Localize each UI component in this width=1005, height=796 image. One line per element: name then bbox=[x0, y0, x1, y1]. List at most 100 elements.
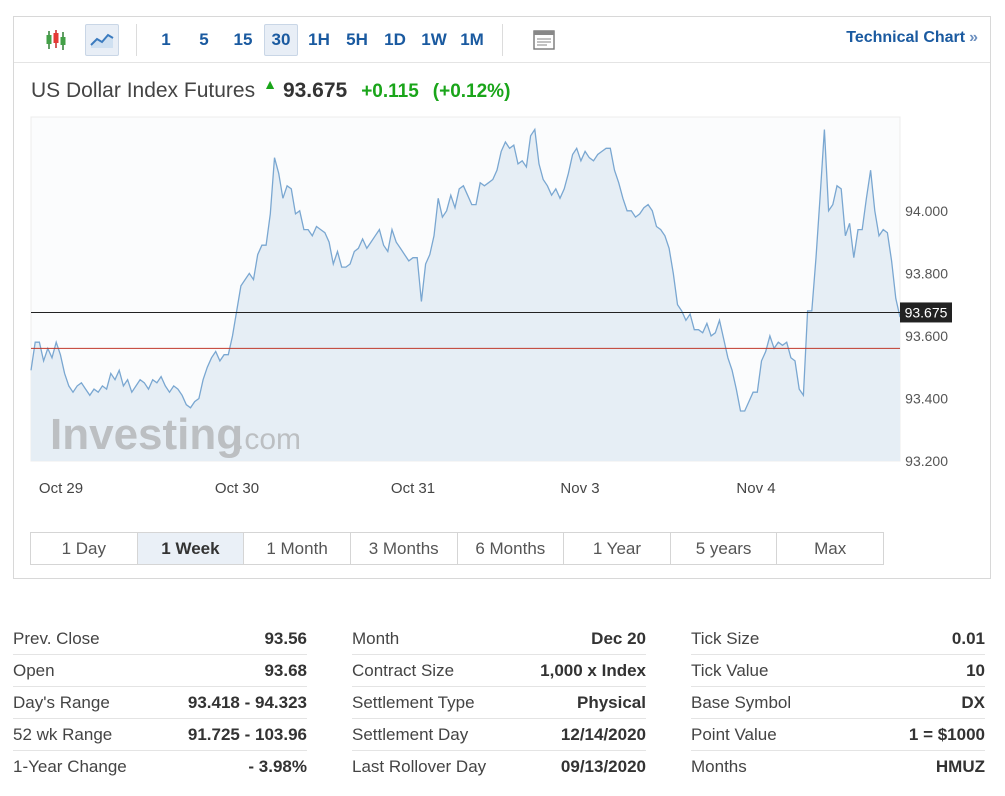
stat-label: Tick Value bbox=[691, 660, 769, 680]
watermark-suffix: .com bbox=[236, 423, 301, 456]
chart-toolbar: 1 5 15 30 1H 5H 1D 1W 1M Technical Chart» bbox=[14, 17, 990, 63]
stat-label: Last Rollover Day bbox=[352, 757, 487, 776]
interval-button-5[interactable]: 5 bbox=[199, 30, 209, 49]
x-tick-label: Oct 29 bbox=[39, 480, 83, 497]
stat-row: 1-Year Change - 3.98% bbox=[13, 751, 307, 783]
stat-label: Month bbox=[352, 628, 400, 648]
price-chart[interactable]: Investing .com 94.000 93.800 93.600 93.400 9… bbox=[14, 17, 990, 517]
range-1-month[interactable]: 1 Month bbox=[244, 533, 351, 564]
up-arrow-icon: ▲ bbox=[263, 76, 277, 92]
x-tick-label: Nov 4 bbox=[736, 480, 775, 497]
x-tick-label: Nov 3 bbox=[560, 480, 599, 497]
interval-button-1d[interactable]: 1D bbox=[384, 30, 406, 49]
stats-column: Prev. Close 93.56 Open 93.68 Day's Range 93.4… bbox=[13, 623, 307, 783]
table-view-icon[interactable] bbox=[528, 24, 560, 56]
instrument-header: US Dollar Index Futures ▲ 93.675 +0.115 … bbox=[31, 76, 511, 107]
stat-value: DX bbox=[961, 692, 985, 712]
stat-label: Open bbox=[13, 660, 55, 680]
interval-button-5h[interactable]: 5H bbox=[346, 30, 368, 49]
stat-label: Contract Size bbox=[352, 660, 455, 680]
toolbar-separator bbox=[136, 24, 137, 56]
range-1-year[interactable]: 1 Year bbox=[564, 533, 671, 564]
stat-value: 0.01 bbox=[951, 628, 985, 648]
stat-row: Month Dec 20 bbox=[352, 623, 646, 655]
stat-row: Contract Size 1,000 x Index bbox=[352, 655, 646, 687]
stat-value: 09/13/2020 bbox=[560, 757, 646, 776]
stat-value: 1 = $1000 bbox=[908, 724, 985, 744]
stat-label: Prev. Close bbox=[13, 628, 100, 648]
stat-label: Settlement Day bbox=[352, 724, 469, 744]
y-tick-label: 93.400 bbox=[905, 390, 948, 406]
x-tick-label: Oct 31 bbox=[391, 480, 435, 497]
stat-value: 91.725 - 103.96 bbox=[187, 724, 307, 744]
stat-value: 12/14/2020 bbox=[560, 724, 646, 744]
y-tick-label: 93.600 bbox=[905, 328, 948, 344]
technical-chart-label: Technical Chart bbox=[846, 29, 966, 46]
stat-value: 93.68 bbox=[264, 660, 307, 680]
stat-value: 93.418 - 94.323 bbox=[187, 692, 307, 712]
price-change-percent: (+0.12%) bbox=[432, 81, 511, 102]
range-max[interactable]: Max bbox=[814, 538, 847, 558]
toolbar-separator bbox=[502, 24, 503, 56]
stat-value: 10 bbox=[966, 660, 985, 680]
interval-button-1h[interactable]: 1H bbox=[308, 30, 330, 49]
interval-button-30[interactable]: 30 bbox=[264, 24, 298, 56]
time-range-selector: 1 Day 1 Week 1 Month 3 Months 6 Months 1 Year… bbox=[30, 532, 884, 565]
watermark-brand: Investing bbox=[50, 410, 243, 459]
y-tick-label: 94.000 bbox=[905, 203, 948, 219]
range-1-week[interactable]: 1 Week bbox=[137, 533, 245, 564]
stat-row: Tick Value 10 bbox=[691, 655, 985, 687]
stat-label: Base Symbol bbox=[691, 692, 792, 712]
stat-label: 52 wk Range bbox=[13, 724, 113, 744]
x-tick-label: Oct 30 bbox=[215, 480, 259, 497]
stat-value: - 3.98% bbox=[248, 757, 307, 776]
stat-row: Day's Range 93.418 - 94.323 bbox=[13, 687, 307, 719]
line-chart-icon[interactable] bbox=[85, 24, 119, 56]
stat-row: Months HMUZ bbox=[691, 751, 985, 783]
stat-label: Tick Size bbox=[691, 628, 760, 648]
chart-panel: 1 5 15 30 1H 5H 1D 1W 1M Technical Chart» US Dol… bbox=[13, 16, 991, 579]
interval-button-1w[interactable]: 1W bbox=[421, 30, 447, 49]
interval-button-1m[interactable]: 1M bbox=[460, 30, 484, 49]
stat-label: Months bbox=[691, 757, 747, 776]
range-3-months[interactable]: 3 Months bbox=[351, 533, 458, 564]
last-price: 93.675 bbox=[282, 79, 348, 102]
last-price-tag bbox=[900, 302, 952, 323]
stat-label: Point Value bbox=[691, 724, 777, 744]
series-line bbox=[30, 127, 901, 412]
stat-row: Base Symbol DX bbox=[691, 687, 985, 719]
stat-value: 93.56 bbox=[264, 628, 307, 648]
stats-column: Month Dec 20 Contract Size 1,000 x Index Set… bbox=[352, 623, 646, 783]
stats-column: Tick Size 0.01 Tick Value 10 Base Symbol DX Po… bbox=[691, 623, 985, 783]
range-1-day[interactable]: 1 Day bbox=[31, 533, 138, 564]
candlestick-icon[interactable] bbox=[40, 24, 72, 56]
stat-row: Open 93.68 bbox=[13, 655, 307, 687]
stat-label: 1-Year Change bbox=[13, 757, 127, 776]
stat-row: Prev. Close 93.56 bbox=[13, 623, 307, 655]
price-change: +0.115 bbox=[361, 81, 419, 102]
instrument-name: US Dollar Index Futures bbox=[31, 79, 256, 102]
chevron-right-icon: » bbox=[969, 29, 978, 46]
stat-row: Last Rollover Day 09/13/2020 bbox=[352, 751, 646, 783]
y-tick-label: 93.200 bbox=[905, 453, 948, 469]
range-5-years[interactable]: 5 years bbox=[671, 533, 778, 564]
series-area-fill bbox=[31, 129, 900, 461]
stat-row: Point Value 1 = $1000 bbox=[691, 719, 985, 751]
watermark: Investing .com bbox=[50, 410, 301, 459]
stat-value: Dec 20 bbox=[591, 628, 646, 648]
stat-value: 1,000 x Index bbox=[540, 660, 646, 680]
interval-button-1[interactable]: 1 bbox=[161, 30, 171, 49]
stat-label: Day's Range bbox=[13, 692, 110, 712]
stat-label: Settlement Type bbox=[352, 692, 475, 712]
stat-row: Tick Size 0.01 bbox=[691, 623, 985, 655]
stat-row: 52 wk Range 91.725 - 103.96 bbox=[13, 719, 307, 751]
range-6-months[interactable]: 6 Months bbox=[458, 533, 565, 564]
stat-value: HMUZ bbox=[935, 757, 985, 776]
y-tick-label: 93.800 bbox=[905, 265, 948, 281]
stat-value: Physical bbox=[577, 692, 646, 712]
stat-row: Settlement Day 12/14/2020 bbox=[352, 719, 646, 751]
interval-button-15[interactable]: 15 bbox=[233, 30, 253, 49]
last-price-tag-label: 93.675 bbox=[905, 304, 948, 320]
stat-row: Settlement Type Physical bbox=[352, 687, 646, 719]
technical-chart-link[interactable]: Technical Chart» bbox=[846, 29, 978, 47]
